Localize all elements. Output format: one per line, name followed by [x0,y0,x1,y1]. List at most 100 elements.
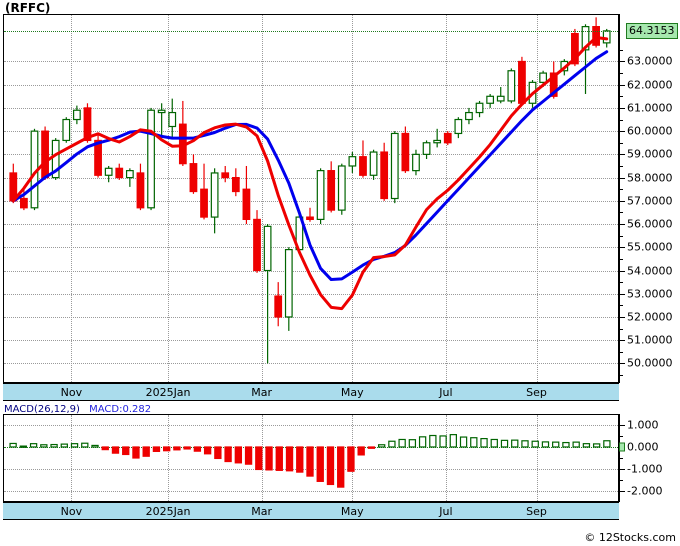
price-gridline-vertical [536,15,538,382]
price-axis-label: 58.0000 [627,171,673,185]
price-axis-tick [619,340,625,342]
price-gridline [4,293,618,295]
price-gridline [4,84,618,86]
price-axis-minor-tick [619,119,623,121]
macd-date-label: May [340,505,364,518]
price-axis-tick [619,363,625,365]
price-axis-label: 60.0000 [627,124,673,138]
price-axis-tick [619,316,625,318]
price-axis-label: 62.0000 [627,78,673,92]
price-axis-tick [619,107,625,109]
price-axis-minor-tick [619,235,623,237]
macd-axis-label: 0.000 [627,440,659,454]
page-title: (RFFC) [5,1,51,15]
macd-legend-label: MACD(26,12,9) [4,404,80,415]
macd-axis-label: 1.000 [627,418,659,432]
price-axis: 63.0000 62.0000 61.0000 60.0000 59.0000 58.00… [619,14,680,383]
macd-axis-minor-tick [619,458,623,459]
macd-date-label: Jul [439,505,453,518]
ma-line [11,50,609,282]
price-gridline-vertical [168,15,170,382]
macd-axis-tick [619,469,625,471]
price-axis-tick [619,247,625,249]
last-price-leader [4,30,618,32]
macd-axis-tick [619,491,625,493]
price-axis-minor-tick [619,375,623,377]
price-gridline [4,177,618,179]
ma-line [11,36,609,311]
price-axis-minor-tick [619,165,623,167]
last-price-badge: 64.3153 [626,22,678,39]
price-plot-inner [4,15,618,382]
macd-date-label: Mar [251,505,273,518]
price-date-axis: Nov 2025Jan Mar May Jul Sep [3,383,619,401]
price-axis-minor-tick [619,305,623,307]
price-chart-plot [3,14,619,383]
price-axis-label: 63.0000 [627,54,673,68]
price-gridline [4,107,618,109]
price-gridline [4,200,618,202]
price-axis-tick [619,270,625,272]
price-axis-label: 53.0000 [627,287,673,301]
price-axis-tick [619,177,625,179]
price-axis-spine [619,14,620,383]
price-axis-tick [619,131,625,133]
macd-gridline [4,424,618,426]
macd-axis: 1.000 0.000 -1.000 -2.000 [619,414,680,502]
price-gridline-vertical [352,15,354,382]
price-axis-tick [619,200,625,202]
macd-gridline-vertical [445,415,447,501]
price-gridline [4,340,618,342]
price-axis-minor-tick [619,351,623,353]
price-date-label: Nov [60,386,83,399]
price-gridline [4,154,618,156]
macd-date-label: 2025Jan [145,505,191,518]
price-axis-minor-tick [619,96,623,98]
macd-zero-badge [619,442,625,452]
price-axis-minor-tick [619,328,623,330]
chart-canvas [9,17,611,364]
price-gridline [4,270,618,272]
price-gridline [4,61,618,63]
price-axis-label: 50.0000 [627,356,673,370]
macd-gridline-vertical [536,415,538,501]
price-axis-minor-tick [619,258,623,260]
chart-canvas [9,434,611,488]
macd-axis-minor-tick [619,480,623,482]
macd-axis-label: -2.000 [627,484,663,498]
price-axis-label: 54.0000 [627,264,673,277]
price-axis-tick [619,224,625,226]
price-axis-minor-tick [619,212,623,214]
price-gridline [4,316,618,318]
macd-legend: MACD(26,12,9) MACD:0.282 [4,404,151,415]
price-date-label: 2025Jan [145,386,191,399]
price-axis-tick [619,154,625,156]
price-axis-tick [619,84,625,86]
price-date-label: Jul [439,386,453,399]
price-axis-minor-tick [619,73,623,75]
price-axis-label: 61.0000 [627,101,673,115]
price-gridline-vertical [261,15,263,382]
macd-date-label: Sep [526,505,547,518]
title-bar: (RFFC) [0,0,680,16]
macd-plot-inner [4,415,618,501]
price-axis-minor-tick [619,189,623,191]
macd-legend-value: MACD:0.282 [89,404,152,415]
macd-axis-minor-tick [619,435,623,437]
price-axis-label: 55.0000 [627,240,673,254]
price-gridline [4,363,618,365]
price-date-label: Mar [251,386,273,399]
macd-axis-tick [619,424,625,426]
macd-axis-label: -1.000 [627,462,663,476]
price-axis-label: 51.0000 [627,333,673,347]
price-axis-label: 56.0000 [627,217,673,231]
price-date-label: May [340,386,364,399]
price-axis-label: 57.0000 [627,194,673,208]
macd-gridline-vertical [168,415,170,501]
price-axis-minor-tick [619,49,623,51]
macd-gridline [4,491,618,493]
macd-date-axis: Nov 2025Jan Mar May Jul Sep [3,502,619,520]
macd-gridline-vertical [71,415,73,501]
price-gridline [4,131,618,133]
